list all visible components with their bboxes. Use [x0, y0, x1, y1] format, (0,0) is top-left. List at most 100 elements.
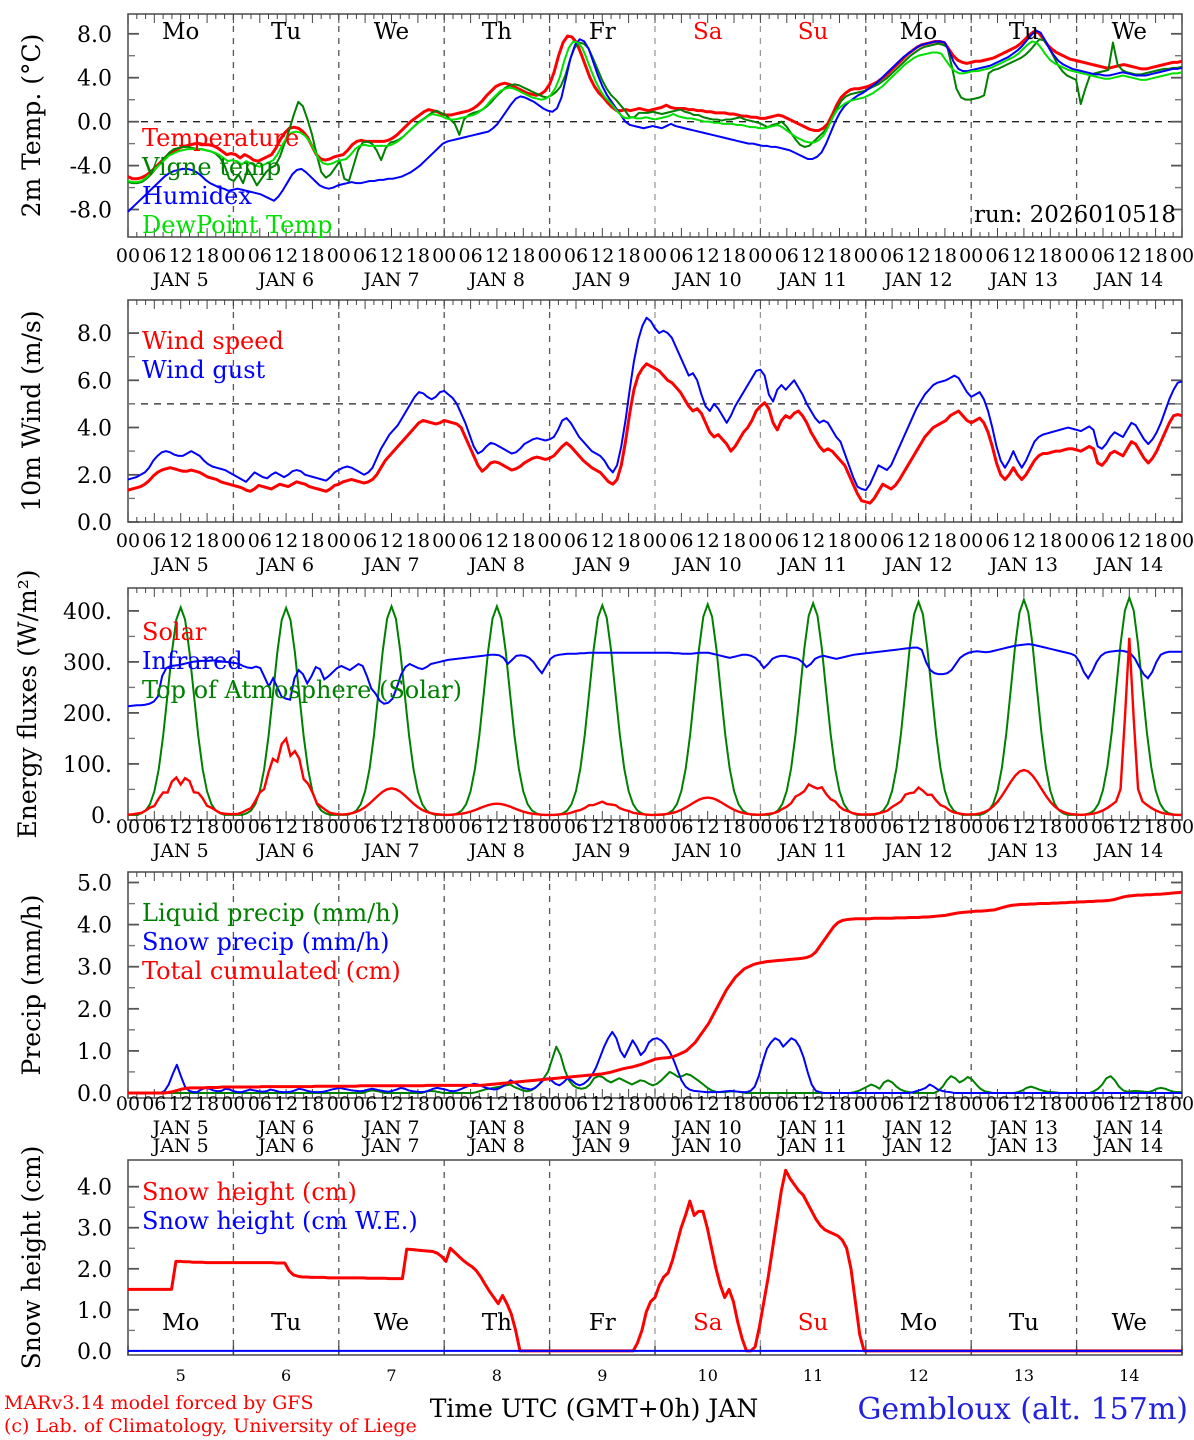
date-label: JAN 14 [1093, 840, 1163, 862]
day-number-label: 6 [281, 1366, 291, 1385]
hour-tick-label: 00 [432, 245, 456, 267]
hour-tick-label: 00 [1170, 1093, 1194, 1115]
day-number-label: 7 [386, 1366, 396, 1385]
hour-tick-label: 18 [722, 1093, 746, 1115]
hour-tick-label: 00 [643, 530, 667, 552]
hour-tick-label: 06 [353, 1093, 377, 1115]
hour-tick-label: 00 [1065, 816, 1089, 838]
date-label: JAN 7 [361, 554, 419, 576]
hour-tick-label: 06 [775, 530, 799, 552]
hour-tick-label: 18 [933, 816, 957, 838]
hour-tick-label: 00 [748, 816, 772, 838]
hour-tick-label: 12 [696, 245, 720, 267]
hour-tick-label: 00 [1170, 816, 1194, 838]
hour-tick-label: 06 [459, 530, 483, 552]
date-label: JAN 12 [882, 554, 952, 576]
date-label: JAN 13 [988, 840, 1058, 862]
y-tick-label: 4.0 [77, 914, 112, 939]
hour-tick-label: 12 [590, 816, 614, 838]
hour-tick-label: 12 [1117, 1093, 1141, 1115]
y-tick-label: 0.0 [77, 511, 112, 536]
hour-tick-label: 18 [406, 1093, 430, 1115]
hour-tick-label: 12 [696, 1093, 720, 1115]
hour-tick-label: 12 [1117, 245, 1141, 267]
hour-tick-label: 18 [406, 245, 430, 267]
y-tick-label: 0. [91, 804, 112, 829]
hour-tick-label: 06 [985, 1093, 1009, 1115]
date-label: JAN 6 [256, 269, 314, 291]
date-label: JAN 10 [672, 1117, 742, 1139]
hour-tick-label: 06 [564, 245, 588, 267]
hour-tick-label: 12 [906, 816, 930, 838]
footer-copyright: (c) Lab. of Climatology, University of L… [4, 1415, 417, 1437]
date-label: JAN 9 [572, 840, 630, 862]
date-label: JAN 12 [882, 269, 952, 291]
weekday-label: Tu [271, 19, 301, 45]
hour-tick-label: 12 [906, 1093, 930, 1115]
hour-tick-label: 18 [511, 816, 535, 838]
hour-tick-label: 06 [880, 1093, 904, 1115]
hour-tick-label: 18 [1144, 816, 1168, 838]
hour-tick-label: 00 [854, 530, 878, 552]
hour-tick-label: 18 [617, 1093, 641, 1115]
hour-tick-label: 12 [274, 245, 298, 267]
weekday-label: Tu [1009, 19, 1039, 45]
hour-tick-label: 18 [617, 530, 641, 552]
y-tick-label: -8.0 [70, 199, 112, 224]
series-dewpoint-temp [127, 40, 1183, 184]
hour-tick-label: 00 [959, 1093, 983, 1115]
series-wind-gust [127, 316, 1183, 492]
y-tick-label: 400. [63, 600, 112, 625]
series-liquid-precip-mm-h [128, 1045, 1182, 1094]
hour-tick-label: 12 [801, 816, 825, 838]
hour-tick-label: 12 [590, 245, 614, 267]
date-label: JAN 7 [361, 840, 419, 862]
hour-tick-label: 18 [722, 245, 746, 267]
hour-tick-label: 18 [195, 816, 219, 838]
hour-tick-label: 06 [353, 245, 377, 267]
date-label: JAN 12 [882, 840, 952, 862]
hour-tick-label: 06 [248, 530, 272, 552]
date-label: JAN 5 [151, 840, 209, 862]
series-wind-speed [127, 362, 1183, 505]
hour-tick-label: 06 [669, 530, 693, 552]
hour-tick-label: 00 [959, 530, 983, 552]
y-axis-title: 2m Temp. (°C) [17, 34, 46, 218]
legend-snow-height-cm-w-e: Snow height (cm W.E.) [142, 1207, 418, 1235]
date-label: JAN 14 [1093, 269, 1163, 291]
hour-tick-label: 18 [300, 245, 324, 267]
legend-solar: Solar [142, 618, 207, 646]
hour-tick-label: 06 [564, 816, 588, 838]
hour-tick-label: 12 [274, 530, 298, 552]
hour-tick-label: 06 [564, 530, 588, 552]
date-label: JAN 14 [1093, 554, 1163, 576]
hour-tick-label: 00 [643, 816, 667, 838]
date-label: JAN 6 [256, 1117, 314, 1139]
hour-tick-label: 18 [617, 816, 641, 838]
hour-tick-label: 18 [722, 816, 746, 838]
date-label: JAN 13 [988, 269, 1058, 291]
day-number-label: 11 [803, 1366, 823, 1385]
hour-tick-label: 00 [327, 245, 351, 267]
hour-tick-label: 06 [775, 1093, 799, 1115]
plot-frame [127, 13, 1183, 238]
date-label: JAN 11 [777, 554, 847, 576]
hour-tick-label: 18 [511, 530, 535, 552]
hour-tick-label: 06 [1091, 245, 1115, 267]
y-tick-label: 2.0 [77, 464, 112, 489]
weekday-label: Th [482, 19, 512, 45]
y-tick-label: 4.0 [77, 67, 112, 92]
date-label: JAN 8 [467, 554, 525, 576]
date-label-snow-top: JAN 5 [151, 1135, 209, 1157]
date-label: JAN 8 [467, 269, 525, 291]
hour-tick-label: 12 [169, 816, 193, 838]
hour-tick-label: 12 [274, 1093, 298, 1115]
day-number-label: 14 [1119, 1366, 1139, 1385]
hour-tick-label: 12 [274, 816, 298, 838]
x-axis-title: Time UTC (GMT+0h) JAN [430, 1394, 759, 1423]
hour-tick-label: 06 [1091, 530, 1115, 552]
